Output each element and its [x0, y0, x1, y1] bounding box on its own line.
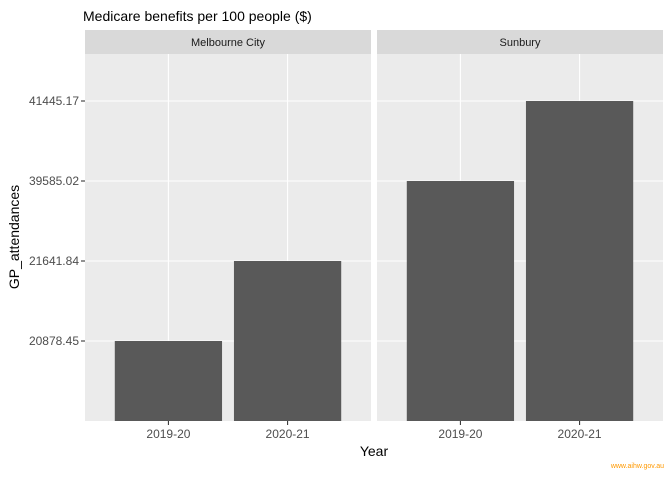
x-axis: 2019-20 2020-21 2019-20 2020-21: [146, 421, 602, 441]
bar: [114, 341, 223, 421]
y-axis-title: GP_attendances: [6, 185, 22, 289]
x-tick-label: 2019-20: [146, 427, 190, 441]
source-label: www.aihw.gov.au: [610, 463, 664, 470]
facet-strip: [85, 30, 371, 54]
x-tick-label: 2020-21: [558, 427, 602, 441]
chart-title: Medicare benefits per 100 people ($): [83, 8, 312, 24]
facet-strip-label: Melbourne City: [191, 37, 265, 49]
y-axis: 20878.45 21641.84 39585.02 41445.17: [29, 94, 85, 348]
x-tick-label: 2020-21: [266, 427, 310, 441]
facet-strip: [377, 30, 663, 54]
bar: [525, 101, 634, 421]
facet-panels: Melbourne City Sunbury: [85, 30, 663, 421]
x-tick-label: 2019-20: [438, 427, 482, 441]
y-tick-label: 39585.02: [29, 174, 79, 188]
y-tick-label: 21641.84: [29, 254, 79, 268]
x-axis-title: Year: [360, 443, 389, 459]
bar: [406, 181, 515, 421]
bar: [233, 261, 342, 421]
facet-strip-label: Sunbury: [500, 37, 541, 49]
y-tick-label: 41445.17: [29, 94, 79, 108]
y-tick-label: 20878.45: [29, 334, 79, 348]
